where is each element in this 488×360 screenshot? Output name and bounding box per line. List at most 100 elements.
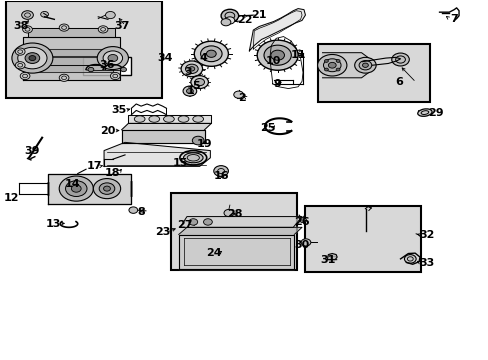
Circle shape: [323, 59, 340, 72]
Circle shape: [233, 91, 243, 98]
Bar: [305, 206, 420, 272]
Polygon shape: [249, 9, 305, 51]
Circle shape: [328, 62, 335, 68]
Circle shape: [224, 17, 234, 24]
Circle shape: [358, 60, 371, 70]
Circle shape: [190, 76, 208, 89]
Circle shape: [335, 68, 339, 71]
Polygon shape: [31, 64, 113, 72]
Circle shape: [103, 186, 110, 191]
Circle shape: [29, 55, 36, 60]
Circle shape: [301, 239, 310, 246]
Circle shape: [194, 78, 204, 86]
Text: 33: 33: [418, 258, 434, 268]
Polygon shape: [122, 123, 211, 130]
Circle shape: [129, 207, 138, 213]
Circle shape: [335, 59, 339, 62]
Circle shape: [21, 11, 33, 19]
Text: 29: 29: [427, 108, 443, 118]
Circle shape: [391, 53, 408, 66]
Polygon shape: [31, 57, 113, 64]
Circle shape: [59, 24, 69, 31]
Text: 15: 15: [172, 158, 187, 168]
Text: 6: 6: [395, 77, 403, 87]
Polygon shape: [48, 174, 131, 204]
Bar: [5, 1, 161, 98]
Circle shape: [15, 48, 25, 55]
Polygon shape: [104, 142, 210, 166]
Text: 25: 25: [260, 123, 275, 133]
Polygon shape: [128, 115, 211, 123]
Polygon shape: [122, 130, 204, 143]
Text: 36: 36: [99, 60, 115, 70]
Polygon shape: [22, 37, 120, 80]
Circle shape: [317, 54, 346, 76]
Circle shape: [41, 12, 48, 17]
Circle shape: [183, 86, 196, 96]
Text: 5: 5: [191, 81, 199, 91]
Text: 9: 9: [273, 79, 281, 89]
Circle shape: [299, 218, 306, 223]
Circle shape: [108, 54, 118, 62]
Text: 3: 3: [184, 67, 192, 77]
Text: 17: 17: [86, 161, 102, 171]
Circle shape: [15, 62, 25, 69]
Circle shape: [88, 67, 94, 72]
Polygon shape: [178, 234, 294, 269]
Text: 14: 14: [65, 179, 81, 189]
Polygon shape: [322, 53, 370, 78]
Ellipse shape: [178, 116, 188, 122]
Text: 7: 7: [449, 14, 457, 24]
Text: 27: 27: [177, 220, 192, 230]
Circle shape: [98, 26, 108, 33]
Polygon shape: [31, 49, 113, 56]
Circle shape: [404, 255, 415, 263]
Text: 37: 37: [114, 21, 129, 31]
Text: 39: 39: [24, 146, 40, 156]
Text: 28: 28: [226, 210, 242, 220]
Text: 12: 12: [4, 193, 19, 203]
Circle shape: [12, 43, 53, 73]
Text: 8: 8: [137, 207, 145, 217]
Bar: [82, 57, 131, 75]
Circle shape: [213, 166, 228, 176]
Polygon shape: [180, 217, 302, 227]
Circle shape: [65, 181, 87, 197]
Polygon shape: [178, 227, 302, 234]
Text: 30: 30: [294, 240, 309, 250]
Text: 34: 34: [158, 53, 173, 63]
Ellipse shape: [163, 116, 174, 122]
Ellipse shape: [180, 150, 206, 165]
Circle shape: [121, 67, 126, 72]
Bar: [317, 44, 429, 102]
Circle shape: [185, 64, 198, 73]
Text: 20: 20: [100, 126, 116, 135]
Circle shape: [221, 9, 238, 22]
Circle shape: [354, 57, 375, 73]
Circle shape: [93, 179, 121, 199]
Circle shape: [188, 219, 197, 225]
Circle shape: [25, 53, 40, 63]
Text: 19: 19: [196, 139, 212, 149]
Circle shape: [324, 68, 328, 71]
Text: 22: 22: [236, 15, 252, 26]
Text: 24: 24: [206, 248, 222, 258]
Text: 2: 2: [238, 93, 245, 103]
Circle shape: [203, 219, 212, 225]
Circle shape: [206, 50, 216, 57]
Circle shape: [264, 45, 291, 65]
Circle shape: [257, 40, 298, 70]
Ellipse shape: [149, 116, 159, 122]
Text: 10: 10: [265, 56, 281, 66]
Circle shape: [97, 46, 128, 69]
Circle shape: [22, 26, 32, 33]
Text: 38: 38: [14, 21, 29, 31]
Polygon shape: [27, 28, 115, 37]
Bar: [171, 193, 297, 270]
Circle shape: [221, 19, 230, 26]
Circle shape: [181, 61, 202, 77]
Circle shape: [194, 41, 228, 66]
Text: 32: 32: [418, 230, 434, 240]
Circle shape: [200, 46, 222, 62]
Circle shape: [224, 210, 233, 217]
